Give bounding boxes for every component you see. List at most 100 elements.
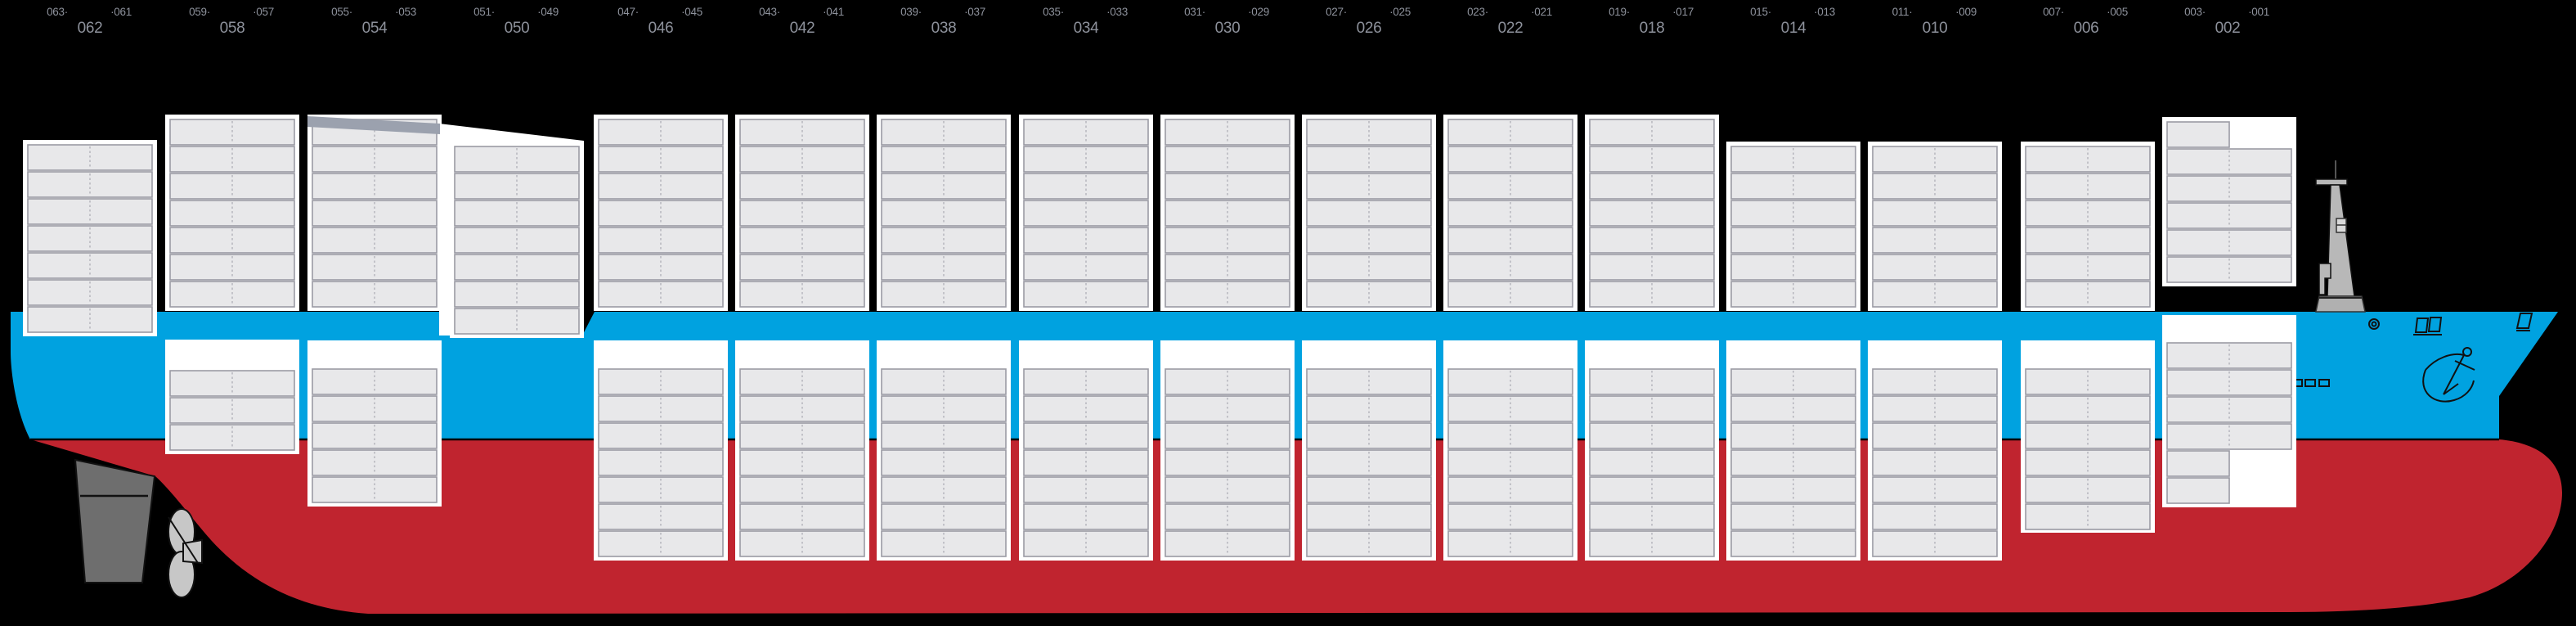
bay-label-odd-aft: 051· [473, 6, 495, 18]
bay-label-even: 038 [931, 20, 957, 37]
container-tier [2166, 450, 2230, 477]
container-tier [881, 422, 1007, 449]
bay-label-even: 042 [790, 20, 815, 37]
container-tier [2166, 477, 2230, 504]
bay-030-below-deck-stack[interactable] [1160, 340, 1295, 561]
bay-label-even: 062 [78, 20, 103, 37]
mast-bracket [2318, 263, 2331, 295]
bay-label-odd-aft: 019· [1609, 6, 1630, 18]
bay-label-even: 034 [1074, 20, 1100, 37]
bay-label-odd-aft: 023· [1467, 6, 1488, 18]
bay-006-below-deck-stack[interactable] [2021, 340, 2155, 533]
propeller [168, 508, 203, 598]
flag-icon [2515, 313, 2533, 329]
bay-022-above-deck-stack[interactable] [1443, 115, 1577, 311]
bay-number-labels: 063· ·061 062 059· ·057 058 055· ·053 054 051· ·04… [47, 6, 2269, 37]
bay-label-odd-aft: 007· [2043, 6, 2064, 18]
bay-label-odd-fwd: ·053 [395, 6, 416, 18]
bay-label-even: 018 [1640, 20, 1665, 37]
bay-label-odd-fwd: ·009 [1955, 6, 1977, 18]
bay-label-odd-fwd: ·021 [1531, 6, 1552, 18]
bay-label-odd-aft: 031· [1184, 6, 1205, 18]
bay-038-below-deck-stack[interactable] [877, 340, 1011, 561]
bay-label-odd-fwd: ·033 [1106, 6, 1128, 18]
window-icon [2427, 317, 2443, 332]
bay-label-even: 030 [1215, 20, 1241, 37]
bay-label-even: 054 [362, 20, 388, 37]
bay-label-odd-fwd: ·029 [1248, 6, 1269, 18]
bay-026-above-deck-stack[interactable] [1302, 115, 1436, 311]
bay-label-odd-aft: 047· [617, 6, 639, 18]
bay-002-below-deck-stack[interactable] [2162, 315, 2296, 507]
bay-018-above-deck-stack[interactable] [1585, 115, 1719, 311]
bay-label-odd-aft: 043· [759, 6, 780, 18]
bay-034-above-deck-stack[interactable] [1019, 115, 1153, 311]
bay-label-odd-fwd: ·061 [110, 6, 132, 18]
bay-046-below-deck-stack[interactable] [594, 340, 728, 561]
bay-label-odd-fwd: ·045 [681, 6, 702, 18]
mast-body [2327, 184, 2355, 297]
bay-034-below-deck-stack[interactable] [1019, 340, 1153, 561]
window-icon [2414, 318, 2430, 333]
bay-label-odd-aft: 055· [331, 6, 352, 18]
bay-label-even: 026 [1357, 20, 1382, 37]
superstructure-roof [307, 116, 440, 134]
bay-label-odd-fwd: ·013 [1814, 6, 1835, 18]
bay-058-above-deck-stack[interactable] [165, 115, 299, 311]
bay-058-below-deck-stack[interactable] [165, 340, 299, 454]
bay-010-below-deck-stack[interactable] [1868, 340, 2002, 561]
bay-label-even: 050 [505, 20, 530, 37]
bay-010-above-deck-stack[interactable] [1868, 142, 2002, 311]
container-tier [881, 227, 1007, 254]
bay-050-above-deck-stack[interactable] [450, 142, 584, 338]
bay-042-below-deck-stack[interactable] [735, 340, 869, 561]
bay-label-even: 010 [1923, 20, 1948, 37]
bay-label-odd-aft: 011· [1892, 6, 1913, 18]
bay-018-below-deck-stack[interactable] [1585, 340, 1719, 561]
bay-014-below-deck-stack[interactable] [1726, 340, 1860, 561]
bay-054-below-deck-stack[interactable] [307, 340, 442, 507]
bay-label-odd-fwd: ·025 [1389, 6, 1411, 18]
bay-label-odd-fwd: ·005 [2107, 6, 2128, 18]
bay-label-odd-aft: 035· [1043, 6, 1064, 18]
bay-038-above-deck-stack[interactable] [877, 115, 1011, 311]
bay-026-below-deck-stack[interactable] [1302, 340, 1436, 561]
bay-label-odd-aft: 015· [1750, 6, 1771, 18]
bay-label-odd-fwd: ·041 [823, 6, 844, 18]
draft-mark [2304, 379, 2316, 387]
porthole-icon [2368, 318, 2380, 330]
bay-006-above-deck-stack[interactable] [2021, 142, 2155, 311]
bow-fittings [2291, 313, 2533, 403]
bay-label-even: 058 [220, 20, 245, 37]
bay-002-above-deck-stack[interactable] [2162, 117, 2296, 286]
bay-label-odd-aft: 027· [1326, 6, 1347, 18]
bay-label-even: 022 [1498, 20, 1524, 37]
bay-label-odd-fwd: ·001 [2248, 6, 2269, 18]
bay-label-odd-aft: 003· [2184, 6, 2206, 18]
bay-022-below-deck-stack[interactable] [1443, 340, 1577, 561]
bay-label-odd-fwd: ·017 [1672, 6, 1694, 18]
bay-label-even: 002 [2215, 20, 2241, 37]
bay-label-odd-aft: 039· [900, 6, 922, 18]
bay-label-odd-fwd: ·049 [537, 6, 559, 18]
mast-yard [2315, 178, 2348, 186]
below-deck-stacks [165, 315, 2296, 561]
draft-mark [2318, 379, 2330, 387]
bay-label-odd-aft: 063· [47, 6, 68, 18]
bay-042-above-deck-stack[interactable] [735, 115, 869, 311]
bay-label-even: 006 [2074, 20, 2099, 37]
bay-label-odd-fwd: ·037 [964, 6, 985, 18]
bay-030-above-deck-stack[interactable] [1160, 115, 1295, 311]
container-tier [2166, 121, 2230, 148]
bay-054-above-deck-stack[interactable] [307, 115, 442, 311]
anchor-icon [2422, 347, 2475, 403]
bay-label-even: 046 [648, 20, 674, 37]
bay-046-above-deck-stack[interactable] [594, 115, 728, 311]
bay-014-above-deck-stack[interactable] [1726, 142, 1860, 311]
mast-base [2315, 295, 2366, 313]
foremast [2315, 160, 2366, 313]
bay-label-odd-fwd: ·057 [253, 6, 274, 18]
rudder [74, 458, 156, 583]
bay-062-above-deck-stack[interactable] [23, 140, 157, 336]
